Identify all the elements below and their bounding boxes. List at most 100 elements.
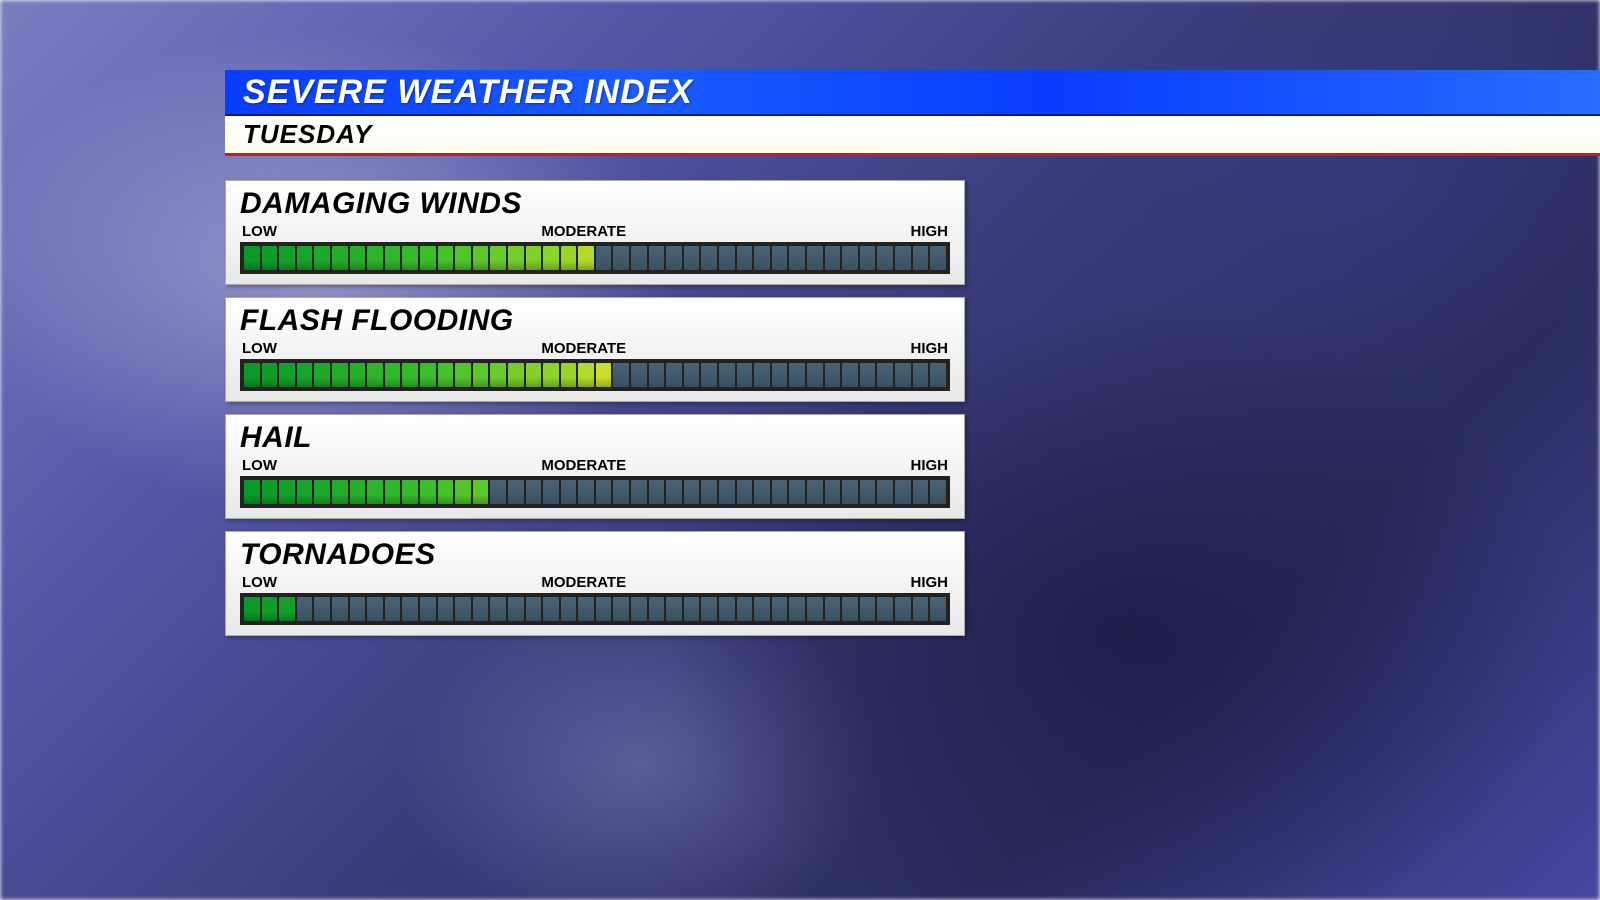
bar-segment <box>842 480 858 504</box>
panel-title: HAIL <box>240 421 950 455</box>
bar-segment <box>737 246 753 270</box>
bar-segment <box>438 480 454 504</box>
index-panel: DAMAGING WINDSLOWMODERATEHIGH <box>225 180 965 285</box>
bar-segment <box>438 363 454 387</box>
header-title: SEVERE WEATHER INDEX <box>243 73 693 112</box>
bar-segment <box>367 246 383 270</box>
index-panel: FLASH FLOODINGLOWMODERATEHIGH <box>225 297 965 402</box>
bar-segment <box>631 597 647 621</box>
bar-segment <box>508 246 524 270</box>
bar-segment <box>332 363 348 387</box>
bar-segment <box>789 246 805 270</box>
bar-segment <box>526 597 542 621</box>
scale-label-low: LOW <box>242 223 277 240</box>
bar-segment <box>473 246 489 270</box>
bar-segment <box>913 597 929 621</box>
bar-segment <box>262 597 278 621</box>
bar-segment <box>402 363 418 387</box>
bar-segment <box>754 363 770 387</box>
bar-segment <box>332 480 348 504</box>
bar-segment <box>930 597 946 621</box>
bar-segment <box>455 480 471 504</box>
bar-segment <box>314 597 330 621</box>
bar-segment <box>455 363 471 387</box>
bar-segment <box>895 246 911 270</box>
bar-segment <box>314 480 330 504</box>
bar-segment <box>877 246 893 270</box>
header-bar: SEVERE WEATHER INDEX <box>225 70 1600 116</box>
bar-segment <box>526 246 542 270</box>
bar-segment <box>244 597 260 621</box>
bar-segment <box>684 363 700 387</box>
bar-segment <box>842 246 858 270</box>
bar-segment <box>701 597 717 621</box>
bar-segment <box>244 246 260 270</box>
bar-segment <box>596 363 612 387</box>
bar-segment <box>350 597 366 621</box>
bar-segment <box>789 597 805 621</box>
bar-segment <box>613 363 629 387</box>
bar-segment <box>930 363 946 387</box>
bar-segment <box>772 246 788 270</box>
scale-row: LOWMODERATEHIGH <box>240 574 950 591</box>
bar-segment <box>596 480 612 504</box>
bar-segment <box>297 597 313 621</box>
bar-segment <box>754 597 770 621</box>
index-bar <box>240 476 950 508</box>
bar-segment <box>455 246 471 270</box>
bar-segment <box>807 363 823 387</box>
bar-segment <box>526 480 542 504</box>
bar-segment <box>649 480 665 504</box>
scale-label-mid: MODERATE <box>541 340 626 357</box>
bar-segment <box>332 246 348 270</box>
scale-label-low: LOW <box>242 457 277 474</box>
bar-segment <box>825 480 841 504</box>
scale-label-high: HIGH <box>910 574 948 591</box>
bar-segment <box>279 597 295 621</box>
bar-segment <box>737 363 753 387</box>
bar-segment <box>350 480 366 504</box>
bar-segment <box>666 597 682 621</box>
bar-segment <box>490 246 506 270</box>
bar-segment <box>473 597 489 621</box>
bar-segment <box>860 480 876 504</box>
bar-segment <box>737 480 753 504</box>
bar-segment <box>930 246 946 270</box>
index-panels: DAMAGING WINDSLOWMODERATEHIGHFLASH FLOOD… <box>225 180 965 648</box>
bar-segment <box>297 363 313 387</box>
bar-segment <box>895 597 911 621</box>
bar-segment <box>420 246 436 270</box>
bar-segment <box>666 246 682 270</box>
bar-segment <box>561 246 577 270</box>
bar-segment <box>402 246 418 270</box>
bar-segment <box>508 480 524 504</box>
index-panel: HAIL LOWMODERATEHIGH <box>225 414 965 519</box>
bar-segment <box>860 363 876 387</box>
bar-segment <box>473 480 489 504</box>
bar-segment <box>913 480 929 504</box>
bar-segment <box>244 480 260 504</box>
bar-segment <box>385 597 401 621</box>
bar-segment <box>596 246 612 270</box>
bar-segment <box>314 246 330 270</box>
bar-segment <box>543 480 559 504</box>
scale-row: LOWMODERATEHIGH <box>240 457 950 474</box>
bar-segment <box>420 597 436 621</box>
bar-segment <box>895 363 911 387</box>
bar-segment <box>860 246 876 270</box>
bar-segment <box>279 246 295 270</box>
bar-segment <box>754 246 770 270</box>
bar-segment <box>279 363 295 387</box>
bar-segment <box>772 597 788 621</box>
bar-segment <box>578 246 594 270</box>
scale-label-mid: MODERATE <box>541 223 626 240</box>
bar-segment <box>490 480 506 504</box>
bar-segment <box>438 246 454 270</box>
bar-segment <box>578 597 594 621</box>
bar-segment <box>402 480 418 504</box>
bar-segment <box>350 363 366 387</box>
bar-segment <box>332 597 348 621</box>
scale-label-high: HIGH <box>910 223 948 240</box>
bar-segment <box>314 363 330 387</box>
scale-label-low: LOW <box>242 340 277 357</box>
